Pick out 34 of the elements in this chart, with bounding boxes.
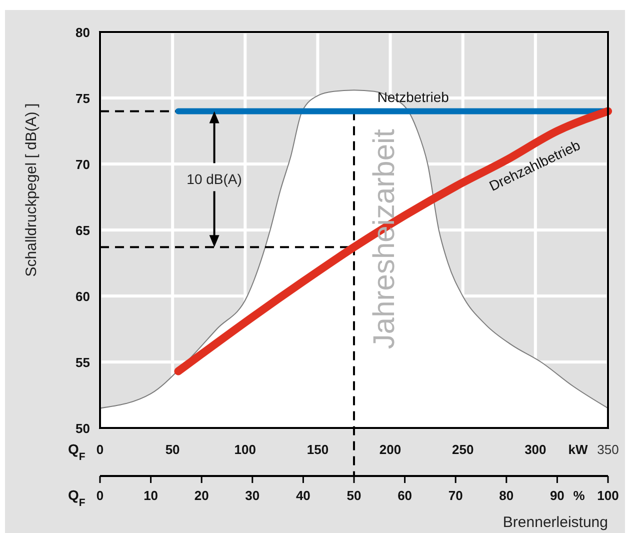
series-label: Jahresheizarbeit	[368, 128, 401, 350]
annotation: 10 dB(A)	[186, 171, 242, 188]
x-tick-label: 90	[550, 488, 564, 503]
x2-tick-label: 300	[524, 442, 546, 457]
y-axis-title: Schalldruckpegel [ dB(A) ]	[23, 103, 40, 277]
y-tick-label: 70	[76, 157, 90, 172]
x2-tick-label: 350	[597, 442, 619, 457]
x2-tick-label: 250	[452, 442, 474, 457]
x-tick-label: 10	[144, 488, 158, 503]
x2-tick-label: 200	[379, 442, 402, 457]
text: Q$_{F}$	[68, 441, 86, 463]
y-tick-label: 60	[76, 289, 90, 304]
y-tick-label: 75	[76, 91, 90, 106]
y-tick-label: 80	[76, 25, 90, 40]
x-tick-label: 50	[346, 488, 362, 503]
x-axis-title: Brennerleistung	[502, 514, 608, 531]
y-tick-label: 65	[76, 223, 90, 238]
x2-tick-label: 100	[234, 442, 256, 457]
x2-tick-label: 0	[96, 442, 104, 457]
text: %	[573, 488, 586, 503]
y-tick-label: 50	[76, 421, 90, 436]
x-tick-label: 80	[499, 488, 514, 503]
x-tick-label: 60	[398, 488, 412, 503]
x-tick-label: 30	[245, 488, 260, 503]
y-tick-label: 55	[76, 355, 90, 370]
x-tick-label: 20	[194, 488, 209, 503]
x-tick-label: 70	[448, 488, 463, 503]
x-tick-label: 0	[96, 488, 104, 503]
x2-tick-label: 50	[165, 442, 180, 457]
text: Q$_{F}$	[68, 487, 86, 509]
x-tick-label: 40	[296, 488, 310, 503]
x-tick-label: 100	[597, 488, 619, 503]
x2-tick-label: 150	[306, 442, 329, 457]
text: kW	[568, 442, 588, 457]
